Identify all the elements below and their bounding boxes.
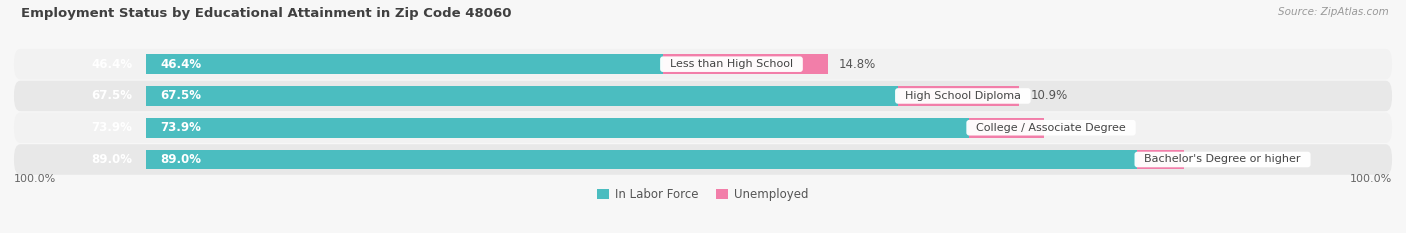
Bar <box>146 54 662 74</box>
Text: 46.4%: 46.4% <box>91 58 132 71</box>
Text: Bachelor's Degree or higher: Bachelor's Degree or higher <box>1137 154 1308 164</box>
Text: Source: ZipAtlas.com: Source: ZipAtlas.com <box>1278 7 1389 17</box>
Text: 89.0%: 89.0% <box>91 153 132 166</box>
Text: 100.0%: 100.0% <box>1350 174 1392 184</box>
Text: 67.5%: 67.5% <box>91 89 132 103</box>
Text: High School Diploma: High School Diploma <box>898 91 1028 101</box>
Text: Employment Status by Educational Attainment in Zip Code 48060: Employment Status by Educational Attainm… <box>21 7 512 20</box>
Bar <box>146 150 1137 169</box>
Text: 89.0%: 89.0% <box>160 153 201 166</box>
Bar <box>146 118 969 137</box>
Bar <box>969 118 1043 137</box>
Text: 10.9%: 10.9% <box>1031 89 1067 103</box>
Text: 73.9%: 73.9% <box>91 121 132 134</box>
Text: Less than High School: Less than High School <box>662 59 800 69</box>
FancyBboxPatch shape <box>14 113 1392 143</box>
Text: 100.0%: 100.0% <box>14 174 56 184</box>
FancyBboxPatch shape <box>14 81 1392 111</box>
Bar <box>146 86 898 106</box>
Text: 46.4%: 46.4% <box>160 58 201 71</box>
FancyBboxPatch shape <box>14 144 1392 175</box>
Text: 67.5%: 67.5% <box>160 89 201 103</box>
FancyBboxPatch shape <box>14 49 1392 79</box>
Text: 4.2%: 4.2% <box>1195 153 1225 166</box>
Bar <box>1137 150 1184 169</box>
Text: 6.7%: 6.7% <box>1054 121 1085 134</box>
Bar <box>898 86 1019 106</box>
Legend: In Labor Force, Unemployed: In Labor Force, Unemployed <box>598 188 808 201</box>
Bar <box>662 54 828 74</box>
Text: College / Associate Degree: College / Associate Degree <box>969 123 1133 133</box>
Text: 14.8%: 14.8% <box>839 58 876 71</box>
Text: 73.9%: 73.9% <box>160 121 201 134</box>
